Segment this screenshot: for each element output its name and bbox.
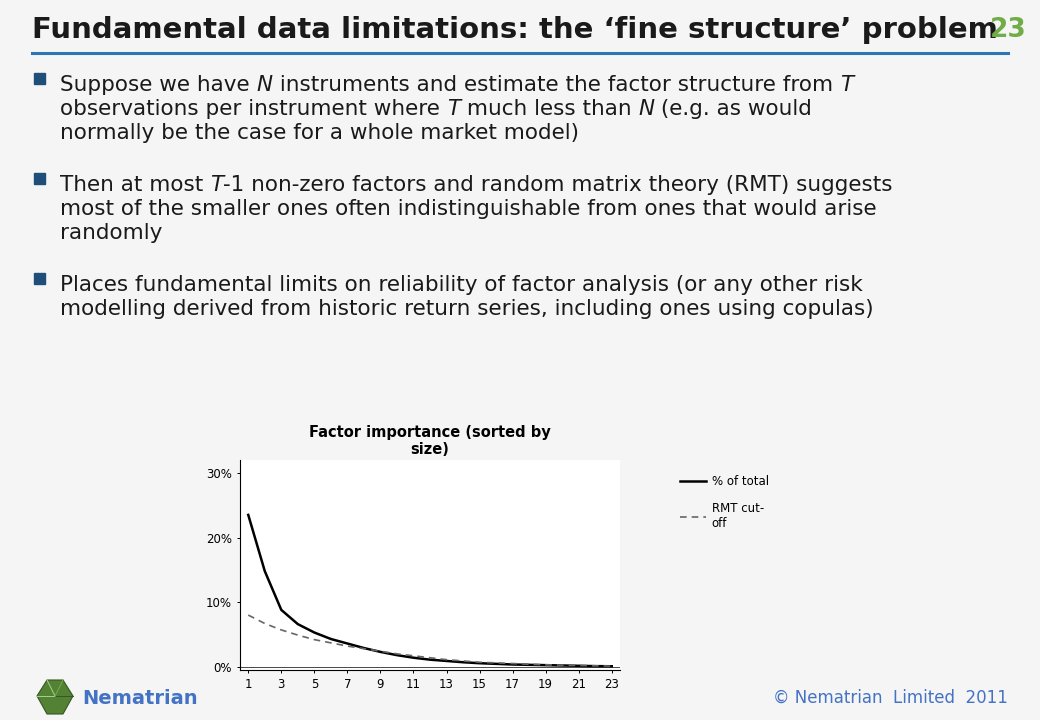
RMT cut-
off: [391, 649, 404, 658]
Text: much less than: much less than: [460, 99, 639, 119]
Text: Fundamental data limitations: the ‘fine structure’ problem: Fundamental data limitations: the ‘fine …: [32, 16, 997, 44]
% of total: [324, 634, 337, 643]
Line: RMT cut-
off: RMT cut- off: [249, 615, 612, 666]
RMT cut-
off: [423, 654, 436, 662]
% of total: [291, 620, 304, 629]
Text: most of the smaller ones often indistinguishable from ones that would arise: most of the smaller ones often indisting…: [60, 199, 877, 219]
Bar: [34, 273, 45, 284]
RMT cut-
off: [275, 626, 287, 634]
% of total: [391, 651, 404, 660]
Text: normally be the case for a whole market model): normally be the case for a whole market …: [60, 123, 579, 143]
Bar: [34, 173, 45, 184]
Text: T: T: [210, 175, 224, 195]
RMT cut-
off: [374, 647, 387, 656]
RMT cut-
off: [308, 635, 320, 644]
% of total: [308, 629, 320, 637]
RMT cut-
off: [556, 661, 569, 670]
% of total: [506, 660, 519, 669]
% of total: [423, 655, 436, 664]
Text: T: T: [839, 75, 853, 95]
% of total: [374, 647, 387, 656]
% of total: [358, 644, 370, 652]
% of total: [473, 659, 486, 667]
% of total: [440, 657, 452, 665]
Text: Nematrian: Nematrian: [82, 688, 198, 708]
Text: observations per instrument where: observations per instrument where: [60, 99, 447, 119]
% of total: [457, 658, 469, 667]
Text: modelling derived from historic return series, including ones using copulas): modelling derived from historic return s…: [60, 299, 874, 319]
% of total: [556, 661, 569, 670]
% of total: [572, 662, 584, 670]
Text: Places fundamental limits on reliability of factor analysis (or any other risk: Places fundamental limits on reliability…: [60, 275, 863, 295]
Text: -1 non-zero factors and random matrix theory (RMT) suggests: -1 non-zero factors and random matrix th…: [224, 175, 892, 195]
Text: Then at most: Then at most: [60, 175, 210, 195]
Text: 23: 23: [990, 17, 1026, 43]
RMT cut-
off: [440, 655, 452, 664]
RMT cut-
off: [341, 642, 354, 650]
Text: N: N: [639, 99, 654, 119]
RMT cut-
off: [540, 660, 552, 669]
Polygon shape: [37, 680, 73, 714]
RMT cut-
off: [572, 661, 584, 670]
% of total: [605, 662, 618, 670]
Legend: % of total, RMT cut-
off: % of total, RMT cut- off: [675, 470, 774, 535]
RMT cut-
off: [490, 659, 502, 667]
RMT cut-
off: [523, 660, 536, 668]
RMT cut-
off: [473, 658, 486, 667]
% of total: [490, 660, 502, 668]
Text: instruments and estimate the factor structure from: instruments and estimate the factor stru…: [272, 75, 839, 95]
RMT cut-
off: [605, 662, 618, 670]
% of total: [242, 510, 255, 519]
Title: Factor importance (sorted by
size): Factor importance (sorted by size): [309, 425, 551, 457]
% of total: [589, 662, 601, 670]
RMT cut-
off: [506, 660, 519, 668]
RMT cut-
off: [408, 652, 420, 660]
% of total: [341, 639, 354, 648]
% of total: [523, 660, 536, 669]
Text: N: N: [257, 75, 272, 95]
RMT cut-
off: [324, 639, 337, 647]
% of total: [540, 661, 552, 670]
Text: (e.g. as would: (e.g. as would: [654, 99, 812, 119]
RMT cut-
off: [259, 619, 271, 628]
Text: T: T: [447, 99, 460, 119]
Text: randomly: randomly: [60, 223, 162, 243]
Line: % of total: % of total: [249, 515, 612, 666]
Text: Suppose we have: Suppose we have: [60, 75, 257, 95]
Bar: [34, 73, 45, 84]
% of total: [259, 567, 271, 575]
Text: © Nematrian  Limited  2011: © Nematrian Limited 2011: [773, 689, 1008, 707]
RMT cut-
off: [358, 644, 370, 653]
RMT cut-
off: [589, 662, 601, 670]
% of total: [275, 606, 287, 614]
% of total: [408, 654, 420, 662]
RMT cut-
off: [291, 631, 304, 639]
RMT cut-
off: [242, 611, 255, 619]
RMT cut-
off: [457, 657, 469, 665]
